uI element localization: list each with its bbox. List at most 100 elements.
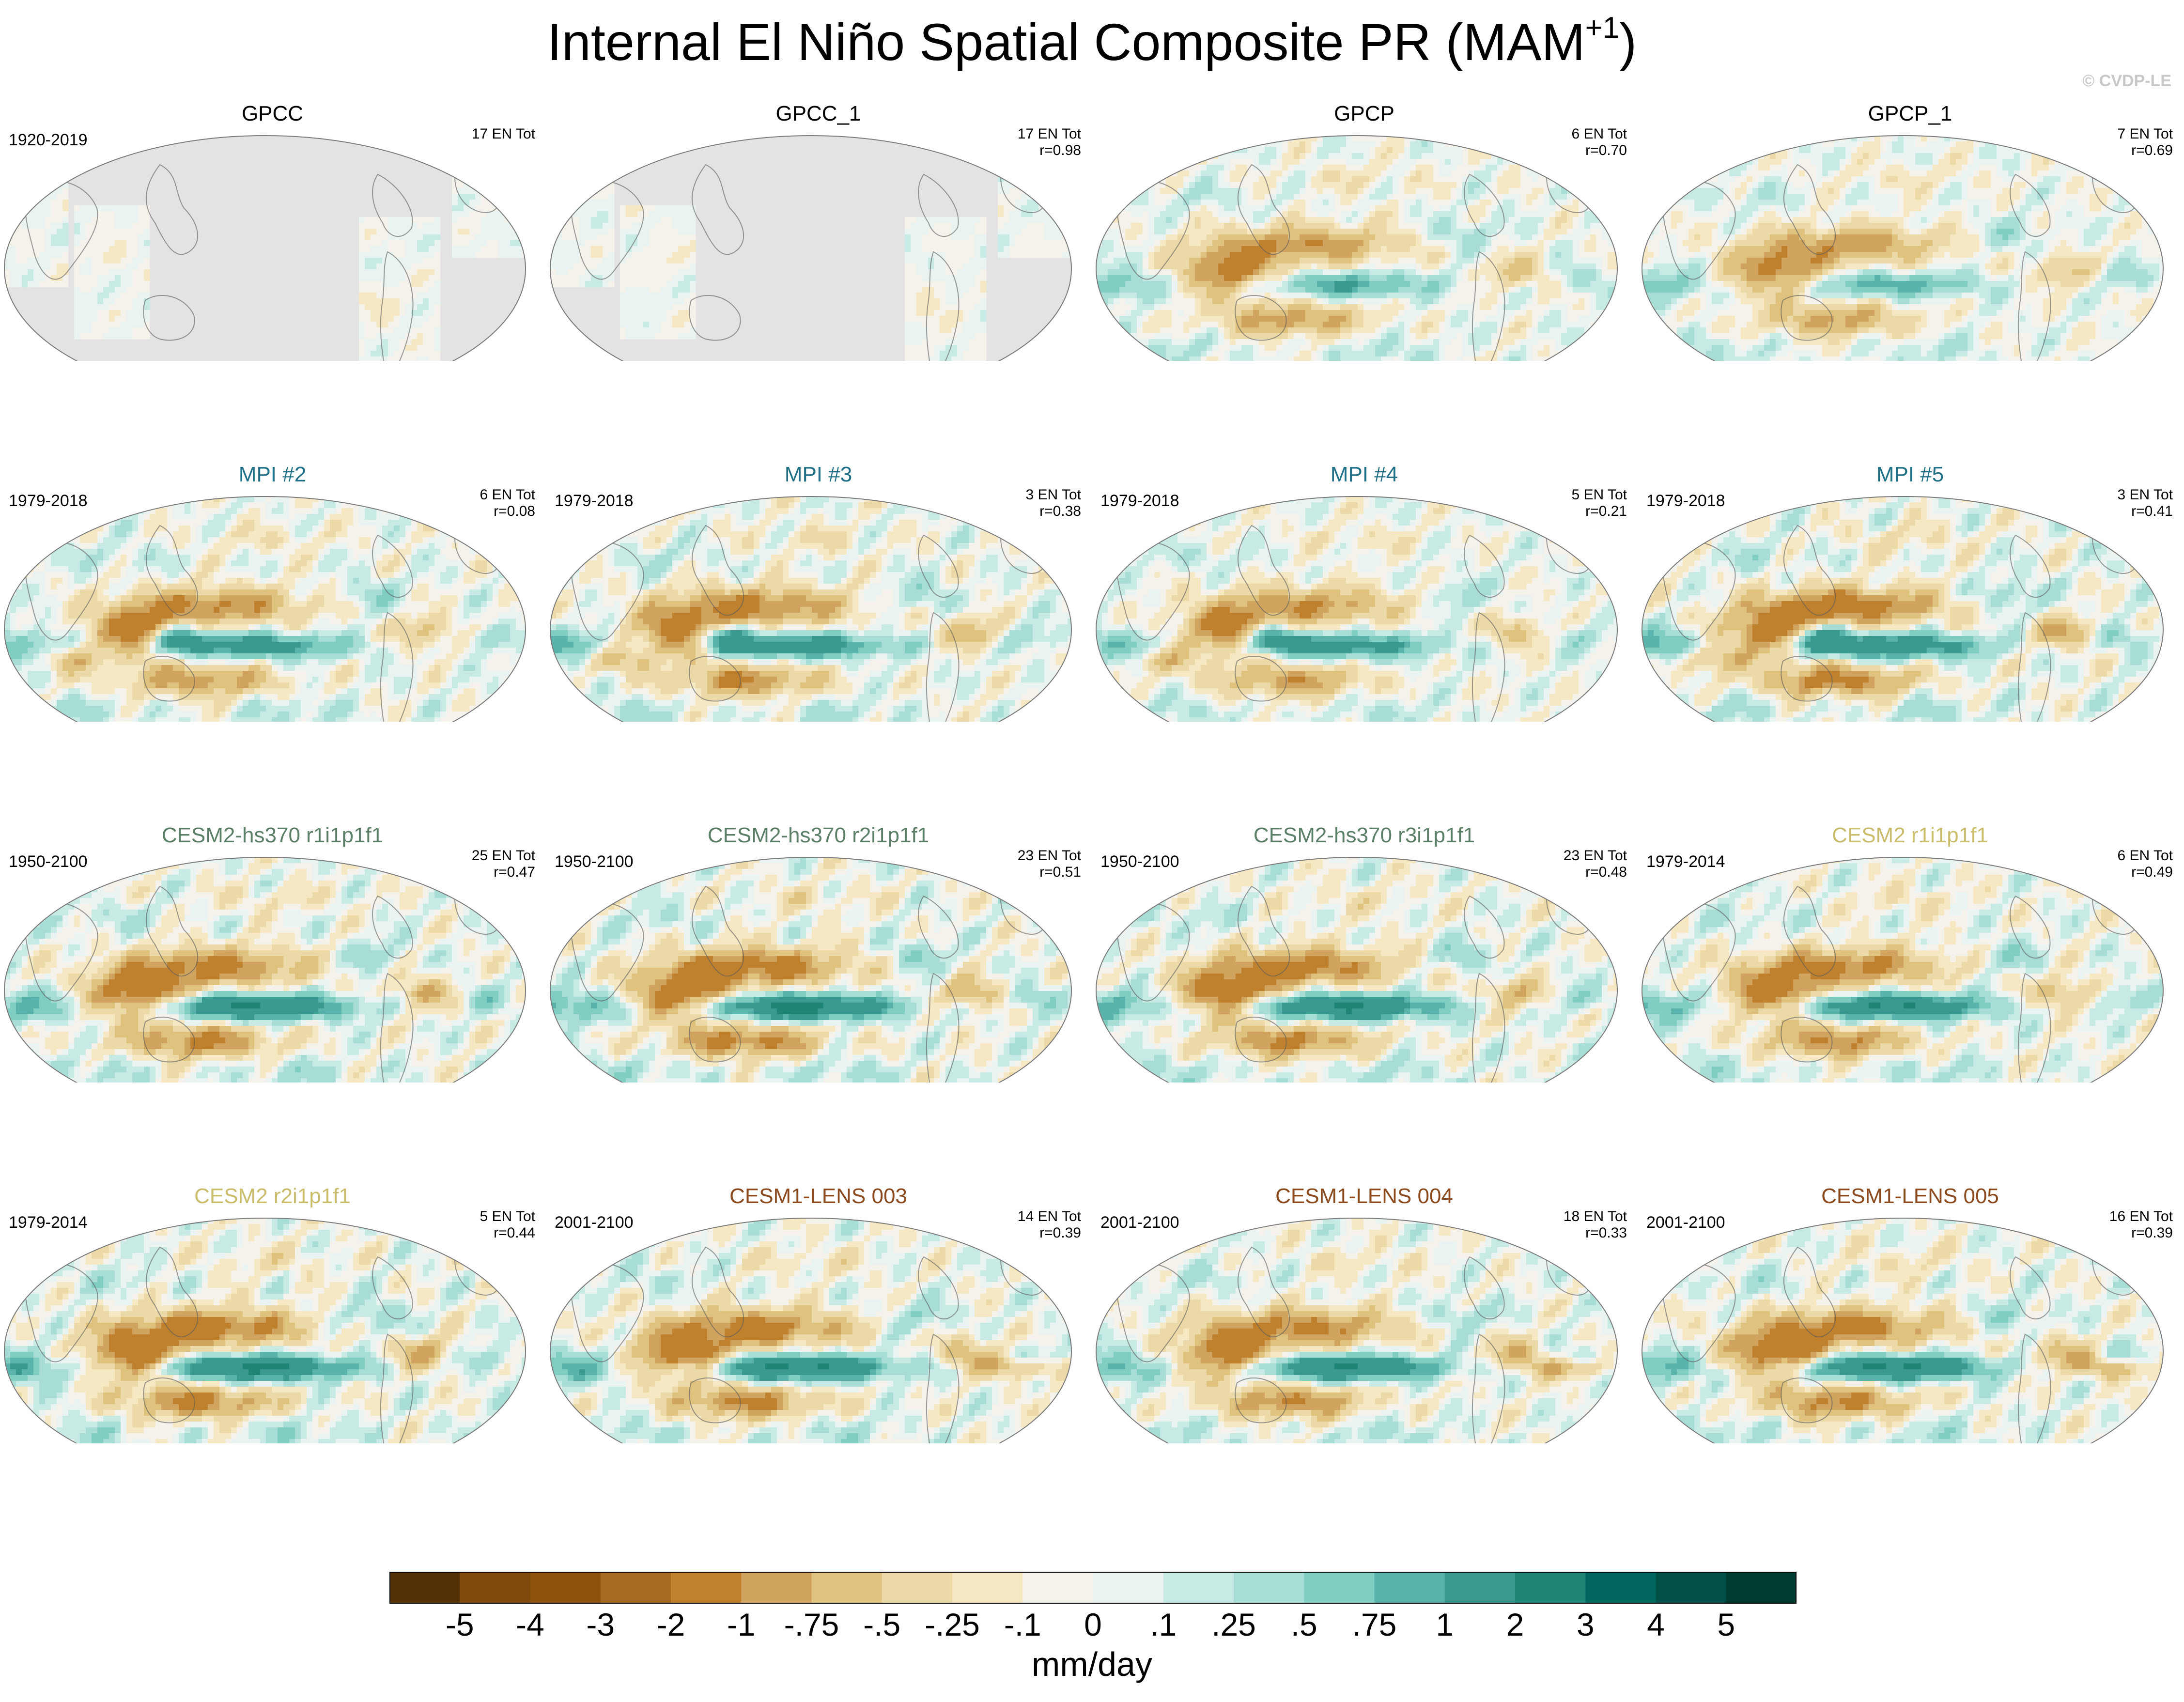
panel-title: GPCC xyxy=(0,102,545,126)
colorbar-swatch xyxy=(1093,1572,1164,1604)
colorbar-tick-label: 1 xyxy=(1436,1607,1454,1642)
colorbar-unit: mm/day xyxy=(0,1645,2184,1684)
map-plot xyxy=(546,722,1091,1083)
map-plot xyxy=(546,1083,1091,1443)
event-count: 5 EN Tot xyxy=(480,1208,535,1225)
pattern-correlation: r=0.33 xyxy=(1564,1225,1627,1241)
map-field xyxy=(1096,136,1620,361)
panel-title: GPCP_1 xyxy=(1638,102,2183,126)
panel-period: 1920-2019 xyxy=(9,131,88,150)
panel-period: 1950-2100 xyxy=(555,852,634,871)
event-count: 6 EN Tot xyxy=(1571,126,1627,142)
colorbar-tick-label: .1 xyxy=(1150,1607,1177,1642)
map-panel: CESM2-hs370 r2i1p1f1 1950-2100 23 EN Tot r=… xyxy=(546,722,1091,1083)
panel-title: CESM2 r2i1p1f1 xyxy=(0,1184,545,1208)
colorbar-tick-label: .75 xyxy=(1352,1607,1397,1642)
panel-period: 1979-2018 xyxy=(1100,492,1179,511)
colorbar-swatch xyxy=(1304,1572,1375,1604)
panel-title: CESM1-LENS 004 xyxy=(1092,1184,1637,1208)
map-panel: CESM1-LENS 005 2001-2100 16 EN Tot r=0.39 xyxy=(1638,1083,2183,1443)
map-field xyxy=(550,857,1074,1083)
pattern-correlation: r=0.49 xyxy=(2117,864,2173,881)
colorbar-tick-label: .25 xyxy=(1211,1607,1256,1642)
colorbar-swatch xyxy=(1726,1572,1797,1604)
colorbar-tick-label: 5 xyxy=(1717,1607,1735,1642)
event-count: 6 EN Tot xyxy=(2117,848,2173,864)
map-panel: CESM1-LENS 004 2001-2100 18 EN Tot r=0.33 xyxy=(1092,1083,1637,1443)
colorbar-swatch xyxy=(1234,1572,1304,1604)
panel-stats: 18 EN Tot r=0.33 xyxy=(1564,1208,1627,1241)
map-plot xyxy=(1092,0,1637,361)
panel-title: GPCC_1 xyxy=(546,102,1091,126)
colorbar-swatch xyxy=(1163,1572,1234,1604)
map-plot xyxy=(546,0,1091,361)
colorbar-swatch xyxy=(1515,1572,1586,1604)
map-field xyxy=(4,496,528,722)
map-panel: GPCP_1 7 EN Tot r=0.69 xyxy=(1638,0,2183,361)
panel-title: MPI #5 xyxy=(1638,463,2183,487)
map-panel: GPCP 6 EN Tot r=0.70 xyxy=(1092,0,1637,361)
panel-period: 1979-2018 xyxy=(9,492,88,511)
event-count: 17 EN Tot xyxy=(472,126,535,142)
panel-stats: 7 EN Tot r=0.69 xyxy=(2117,126,2173,159)
panel-stats: 23 EN Tot r=0.48 xyxy=(1564,848,1627,881)
colorbar-tick-label: -.5 xyxy=(863,1607,900,1642)
colorbar-tick-label: -.25 xyxy=(925,1607,980,1642)
map-field xyxy=(550,136,1074,361)
map-field xyxy=(1642,136,2166,361)
panel-stats: 5 EN Tot r=0.21 xyxy=(1571,487,1627,520)
colorbar: -5 -4 -3 -2 -1 -.75 -.5 -.25 -.1 0.1.25.5.75 1 2 3 4 5 xyxy=(389,1572,1797,1644)
event-count: 3 EN Tot xyxy=(2117,487,2173,503)
event-count: 25 EN Tot xyxy=(472,848,535,864)
colorbar-swatch xyxy=(812,1572,883,1604)
pattern-correlation: r=0.21 xyxy=(1571,503,1627,520)
colorbar-tick-label: 3 xyxy=(1577,1607,1595,1642)
panel-stats: 23 EN Tot r=0.51 xyxy=(1018,848,1081,881)
map-panel: GPCC 1920-2019 17 EN Tot xyxy=(0,0,545,361)
pattern-correlation: r=0.41 xyxy=(2117,503,2173,520)
colorbar-swatch xyxy=(389,1572,460,1604)
panel-stats: 17 EN Tot r=0.98 xyxy=(1018,126,1081,159)
colorbar-tick-label: -1 xyxy=(727,1607,756,1642)
map-panel: CESM1-LENS 003 2001-2100 14 EN Tot r=0.39 xyxy=(546,1083,1091,1443)
colorbar-swatch xyxy=(741,1572,812,1604)
panel-title: CESM2-hs370 r1i1p1f1 xyxy=(0,823,545,848)
event-count: 6 EN Tot xyxy=(480,487,535,503)
panel-period: 1979-2018 xyxy=(555,492,634,511)
event-count: 16 EN Tot xyxy=(2109,1208,2173,1225)
pattern-correlation: r=0.38 xyxy=(1025,503,1081,520)
map-plot xyxy=(1638,722,2183,1083)
map-field xyxy=(550,1218,1074,1443)
event-count: 23 EN Tot xyxy=(1018,848,1081,864)
colorbar-tick-label: 2 xyxy=(1506,1607,1524,1642)
colorbar-swatch xyxy=(530,1572,601,1604)
map-plot xyxy=(0,361,545,722)
pattern-correlation: r=0.47 xyxy=(472,864,535,881)
panel-stats: 14 EN Tot r=0.39 xyxy=(1018,1208,1081,1241)
pattern-correlation: r=0.98 xyxy=(1018,142,1081,159)
panel-title: CESM1-LENS 005 xyxy=(1638,1184,2183,1208)
map-field xyxy=(550,496,1074,722)
pattern-correlation: r=0.51 xyxy=(1018,864,1081,881)
colorbar-swatch xyxy=(601,1572,671,1604)
map-plot xyxy=(546,361,1091,722)
pattern-correlation: r=0.70 xyxy=(1571,142,1627,159)
colorbar-tick-label: -3 xyxy=(586,1607,615,1642)
panel-period: 1979-2014 xyxy=(9,1213,88,1232)
pattern-correlation: r=0.39 xyxy=(1018,1225,1081,1241)
panel-stats: 3 EN Tot r=0.38 xyxy=(1025,487,1081,520)
event-count: 17 EN Tot xyxy=(1018,126,1081,142)
colorbar-swatch xyxy=(1445,1572,1516,1604)
pattern-correlation: r=0.08 xyxy=(480,503,535,520)
map-field xyxy=(1642,496,2166,722)
panel-stats: 6 EN Tot r=0.49 xyxy=(2117,848,2173,881)
panel-period: 1979-2014 xyxy=(1646,852,1725,871)
colorbar-swatch xyxy=(460,1572,530,1604)
panel-stats: 6 EN Tot r=0.08 xyxy=(480,487,535,520)
panel-period: 1950-2100 xyxy=(1100,852,1179,871)
panel-title: MPI #2 xyxy=(0,463,545,487)
panel-period: 1950-2100 xyxy=(9,852,88,871)
panel-stats: 3 EN Tot r=0.41 xyxy=(2117,487,2173,520)
colorbar-swatch xyxy=(1585,1572,1656,1604)
panel-period: 2001-2100 xyxy=(1646,1213,1725,1232)
